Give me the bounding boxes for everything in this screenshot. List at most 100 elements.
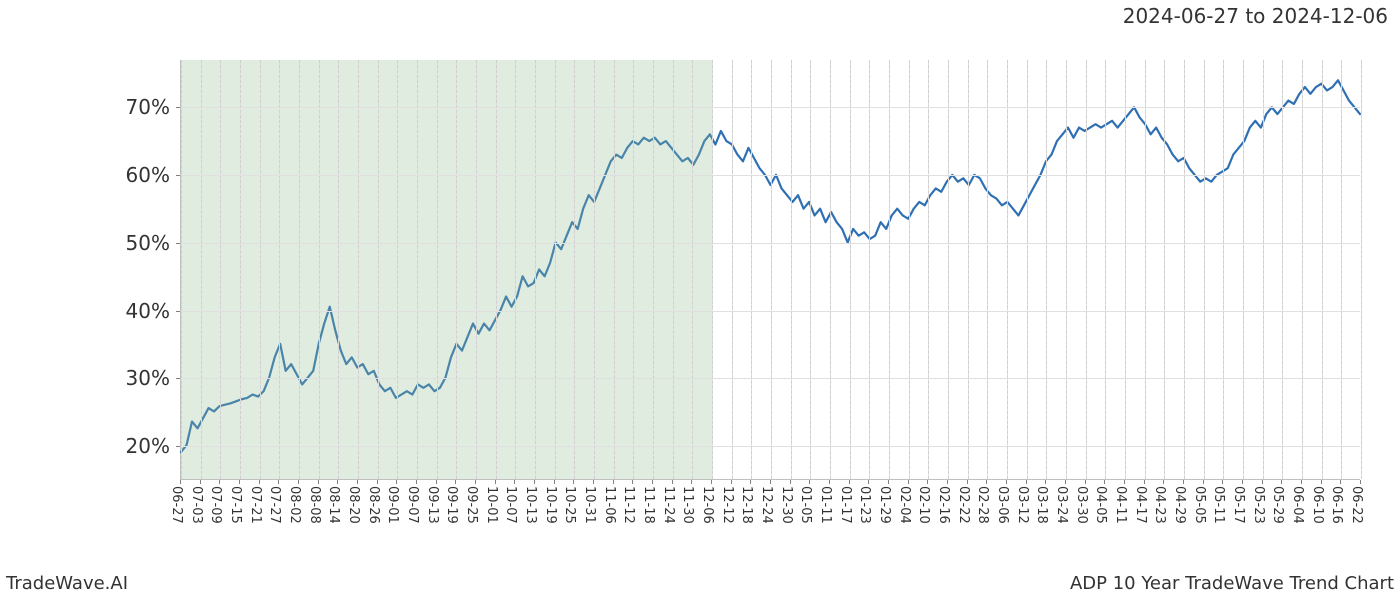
grid-horizontal <box>181 446 1360 447</box>
x-tick-mark <box>1045 480 1046 484</box>
x-tick-mark <box>1340 480 1341 484</box>
y-tick-mark <box>176 311 180 312</box>
x-tick-mark <box>1065 480 1066 484</box>
x-tick-label: 04-17 <box>1133 486 1148 524</box>
y-tick-label: 60% <box>0 163 170 187</box>
grid-vertical <box>417 60 418 479</box>
x-tick-label: 09-07 <box>405 486 420 524</box>
x-tick-label: 01-11 <box>818 486 833 524</box>
grid-vertical <box>437 60 438 479</box>
x-tick-label: 09-25 <box>464 486 479 524</box>
x-tick-label: 10-13 <box>523 486 538 524</box>
x-tick-label: 12-06 <box>700 486 715 524</box>
x-tick-mark <box>357 480 358 484</box>
x-tick-label: 06-16 <box>1329 486 1344 524</box>
x-tick-label: 07-21 <box>248 486 263 524</box>
y-tick-label: 50% <box>0 231 170 255</box>
grid-vertical <box>1361 60 1362 479</box>
grid-vertical <box>240 60 241 479</box>
x-tick-mark <box>632 480 633 484</box>
grid-vertical <box>1027 60 1028 479</box>
grid-horizontal <box>181 175 1360 176</box>
x-tick-label: 08-26 <box>366 486 381 524</box>
grid-vertical <box>338 60 339 479</box>
grid-vertical <box>968 60 969 479</box>
grid-vertical <box>889 60 890 479</box>
x-tick-mark <box>967 480 968 484</box>
x-tick-label: 06-04 <box>1290 486 1305 524</box>
x-tick-label: 10-01 <box>484 486 499 524</box>
x-tick-label: 10-25 <box>562 486 577 524</box>
grid-vertical <box>1164 60 1165 479</box>
x-tick-mark <box>1026 480 1027 484</box>
x-tick-label: 10-07 <box>503 486 518 524</box>
grid-vertical <box>555 60 556 479</box>
grid-vertical <box>1322 60 1323 479</box>
x-tick-mark <box>1281 480 1282 484</box>
grid-vertical <box>850 60 851 479</box>
grid-vertical <box>397 60 398 479</box>
x-tick-label: 02-10 <box>916 486 931 524</box>
x-tick-label: 02-28 <box>975 486 990 524</box>
x-tick-mark <box>652 480 653 484</box>
grid-vertical <box>771 60 772 479</box>
x-tick-label: 05-05 <box>1192 486 1207 524</box>
grid-vertical <box>987 60 988 479</box>
x-tick-label: 07-03 <box>189 486 204 524</box>
grid-vertical <box>692 60 693 479</box>
x-tick-mark <box>534 480 535 484</box>
x-tick-label: 03-30 <box>1074 486 1089 524</box>
x-tick-label: 10-31 <box>582 486 597 524</box>
x-tick-label: 01-05 <box>798 486 813 524</box>
x-tick-mark <box>790 480 791 484</box>
x-tick-mark <box>868 480 869 484</box>
x-tick-label: 04-11 <box>1113 486 1128 524</box>
grid-vertical <box>299 60 300 479</box>
x-tick-mark <box>1085 480 1086 484</box>
x-tick-mark <box>573 480 574 484</box>
x-tick-label: 07-09 <box>208 486 223 524</box>
y-tick-label: 70% <box>0 95 170 119</box>
grid-vertical <box>456 60 457 479</box>
grid-vertical <box>476 60 477 479</box>
grid-vertical <box>496 60 497 479</box>
grid-vertical <box>181 60 182 479</box>
x-tick-mark <box>888 480 889 484</box>
x-tick-label: 06-10 <box>1310 486 1325 524</box>
x-tick-mark <box>672 480 673 484</box>
x-tick-label: 03-12 <box>1015 486 1030 524</box>
grid-horizontal <box>181 107 1360 108</box>
x-tick-label: 01-17 <box>838 486 853 524</box>
grid-vertical <box>1125 60 1126 479</box>
x-tick-mark <box>691 480 692 484</box>
x-tick-mark <box>219 480 220 484</box>
x-tick-mark <box>849 480 850 484</box>
x-tick-mark <box>1360 480 1361 484</box>
chart-container: 2024-06-27 to 2024-12-06 TradeWave.AI AD… <box>0 0 1400 600</box>
x-tick-mark <box>514 480 515 484</box>
x-tick-label: 07-15 <box>228 486 243 524</box>
y-tick-mark <box>176 243 180 244</box>
x-tick-mark <box>927 480 928 484</box>
x-tick-mark <box>593 480 594 484</box>
grid-vertical <box>830 60 831 479</box>
x-tick-label: 12-24 <box>759 486 774 524</box>
x-tick-label: 11-18 <box>641 486 656 524</box>
grid-vertical <box>1184 60 1185 479</box>
x-tick-label: 11-24 <box>661 486 676 524</box>
grid-vertical <box>1302 60 1303 479</box>
x-tick-mark <box>239 480 240 484</box>
y-tick-label: 40% <box>0 299 170 323</box>
x-tick-label: 04-29 <box>1172 486 1187 524</box>
y-tick-mark <box>176 175 180 176</box>
x-tick-mark <box>259 480 260 484</box>
x-tick-label: 12-18 <box>739 486 754 524</box>
x-tick-mark <box>1104 480 1105 484</box>
x-tick-label: 11-06 <box>602 486 617 524</box>
grid-vertical <box>1145 60 1146 479</box>
x-tick-mark <box>180 480 181 484</box>
grid-vertical <box>1066 60 1067 479</box>
x-tick-mark <box>613 480 614 484</box>
x-tick-mark <box>1262 480 1263 484</box>
x-tick-mark <box>947 480 948 484</box>
